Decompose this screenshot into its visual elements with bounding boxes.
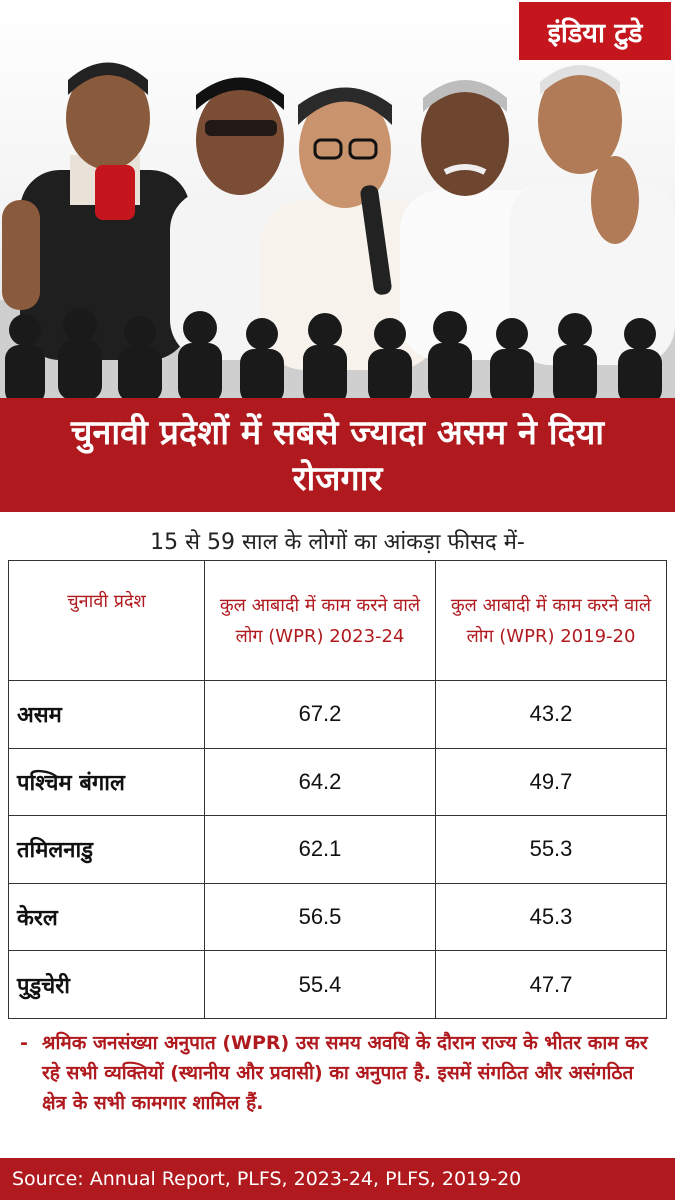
row-state: असम (8, 680, 205, 749)
footnote: - श्रमिक जनसंख्या अनुपात (WPR) उस समय अव… (20, 1028, 650, 1118)
footnote-text: श्रमिक जनसंख्या अनुपात (WPR) उस समय अवधि… (42, 1032, 648, 1114)
header-wpr-2023-24: कुल आबादी में काम करने वाले लोग (WPR) 20… (204, 560, 436, 681)
table-header-row: चुनावी प्रदेश कुल आबादी में काम करने वाल… (8, 560, 667, 681)
row-wpr-2019-20: 43.2 (435, 680, 667, 749)
source-bar: Source: Annual Report, PLFS, 2023-24, PL… (0, 1158, 675, 1200)
table-row: पश्चिम बंगाल 64.2 49.7 (8, 747, 667, 817)
row-state: पुडुचेरी (8, 950, 205, 1019)
row-wpr-2019-20: 47.7 (435, 950, 667, 1019)
row-wpr-2019-20: 49.7 (435, 747, 667, 817)
row-wpr-2023-24: 62.1 (204, 815, 436, 884)
politicians-collage-image (0, 62, 675, 398)
table-row: तमिलनाडु 62.1 55.3 (8, 815, 667, 884)
politician-1-figure (2, 62, 190, 360)
header-wpr-2019-20: कुल आबादी में काम करने वाले लोग (WPR) 20… (435, 560, 667, 681)
table-row: पुडुचेरी 55.4 47.7 (8, 950, 667, 1019)
table-row: असम 67.2 43.2 (8, 680, 667, 749)
subtitle: 15 से 59 साल के लोगों का आंकड़ा फीसद में… (150, 530, 525, 555)
crowd-silhouette (5, 308, 662, 398)
row-state: तमिलनाडु (8, 815, 205, 884)
hero-photo-collage: इंडिया टुडे (0, 0, 675, 398)
wpr-table: चुनावी प्रदेश कुल आबादी में काम करने वाल… (8, 560, 667, 1019)
row-wpr-2023-24: 67.2 (204, 680, 436, 749)
politician-5-figure (510, 65, 675, 365)
footnote-bullet: - (20, 1032, 28, 1054)
row-wpr-2023-24: 56.5 (204, 882, 436, 952)
row-state: केरल (8, 882, 205, 952)
header-state: चुनावी प्रदेश (8, 560, 205, 681)
row-state: पश्चिम बंगाल (8, 747, 205, 817)
row-wpr-2019-20: 45.3 (435, 882, 667, 952)
india-today-logo: इंडिया टुडे (519, 2, 671, 60)
row-wpr-2023-24: 55.4 (204, 950, 436, 1019)
row-wpr-2019-20: 55.3 (435, 815, 667, 884)
headline: चुनावी प्रदेशों में सबसे ज्यादा असम ने द… (0, 398, 675, 512)
table-row: केरल 56.5 45.3 (8, 882, 667, 952)
row-wpr-2023-24: 64.2 (204, 747, 436, 817)
